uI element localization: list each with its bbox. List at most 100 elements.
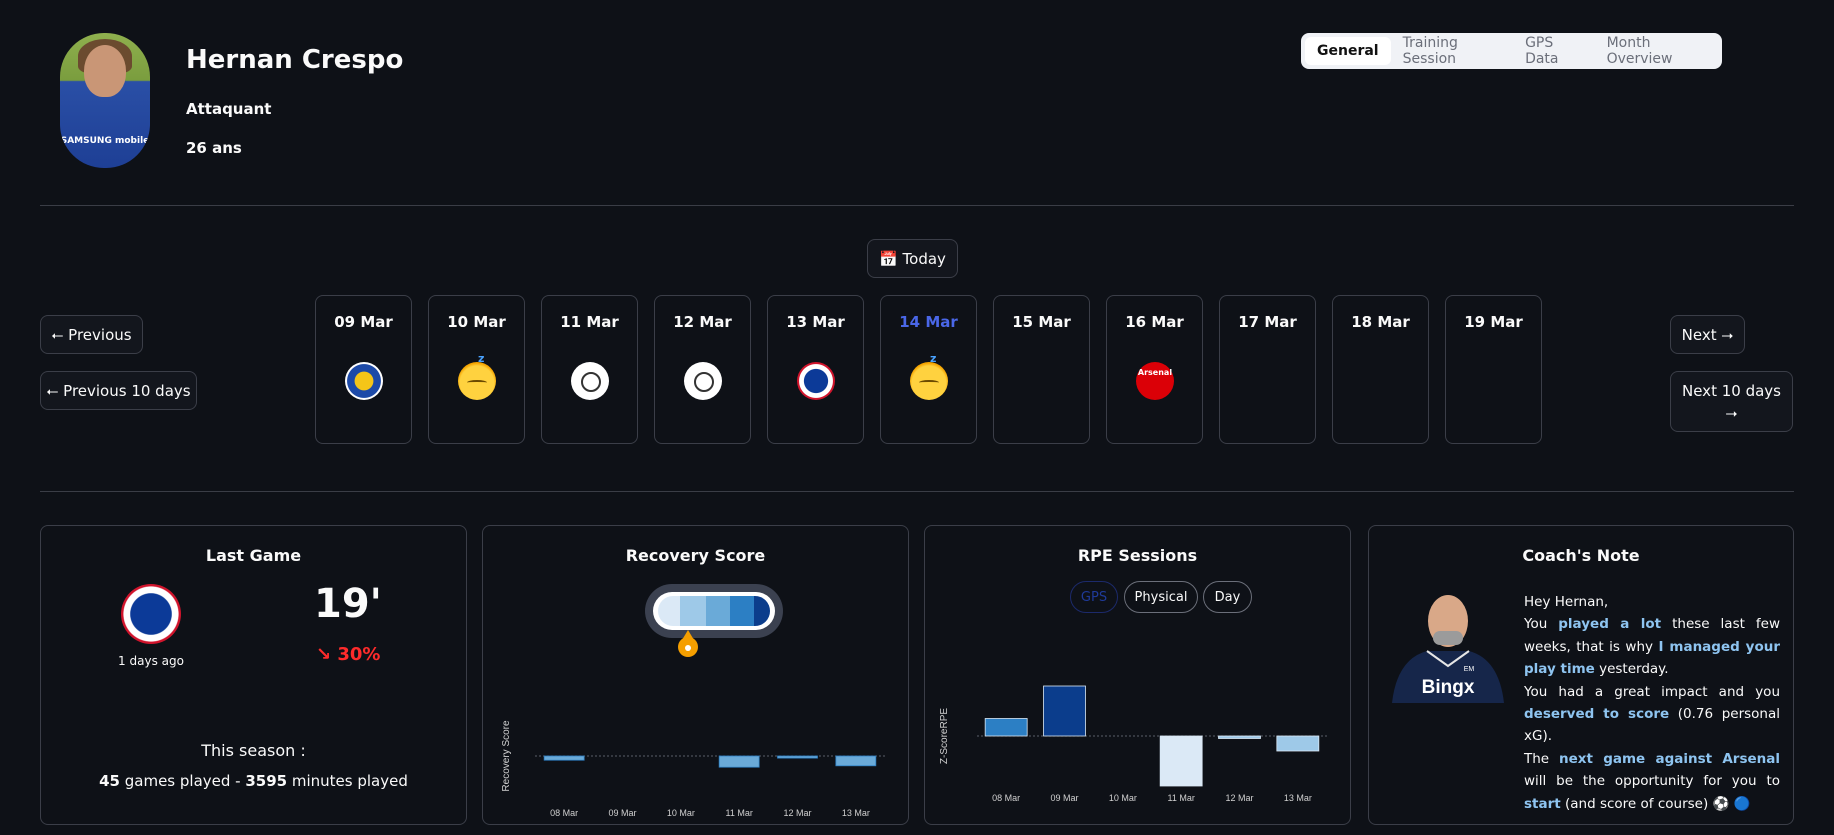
day-label: 09 Mar bbox=[334, 313, 393, 331]
coach-paragraph-1: You played a lot these last few weeks, t… bbox=[1524, 616, 1780, 678]
day-card[interactable]: 10 Mar z bbox=[428, 295, 525, 444]
day-card[interactable]: 19 Mar bbox=[1445, 295, 1542, 444]
coach-greeting: Hey Hernan, bbox=[1524, 594, 1609, 610]
bar bbox=[718, 755, 760, 768]
day-card[interactable]: 17 Mar bbox=[1219, 295, 1316, 444]
tab-general[interactable]: General bbox=[1305, 37, 1391, 65]
day-label: 14 Mar bbox=[899, 313, 958, 331]
toggle-day[interactable]: Day bbox=[1203, 581, 1252, 613]
tab-gps-data[interactable]: GPS Data bbox=[1525, 35, 1559, 67]
minutes-total: 3595 bbox=[245, 772, 288, 790]
recovery-score-card: Recovery Score Recovery Score 08 Mar 09 Ma… bbox=[482, 525, 909, 825]
coach-note-text: Hey Hernan, You played a lot these last … bbox=[1524, 591, 1780, 815]
day-label: 16 Mar bbox=[1125, 313, 1184, 331]
x-tick-label: 13 Mar bbox=[842, 808, 870, 818]
day-label: 10 Mar bbox=[447, 313, 506, 331]
previous-button[interactable]: ⭠ Previous bbox=[40, 315, 143, 354]
last-game-ago: 1 days ago bbox=[118, 654, 184, 668]
player-position: Attaquant bbox=[186, 100, 272, 118]
x-tick-label: 12 Mar bbox=[783, 808, 811, 818]
day-label: 18 Mar bbox=[1351, 313, 1410, 331]
coach-photo: Bingx EM bbox=[1392, 595, 1504, 703]
recovery-title: Recovery Score bbox=[625, 546, 766, 565]
bar bbox=[543, 755, 585, 761]
last-game-card: Last Game 1 days ago 19' ↘ 30% This seas… bbox=[40, 525, 467, 825]
coach-initials: EM bbox=[1464, 666, 1475, 673]
day-label: 12 Mar bbox=[673, 313, 732, 331]
recovery-gauge bbox=[645, 584, 783, 657]
day-card[interactable]: 12 Mar bbox=[654, 295, 751, 444]
divider bbox=[40, 491, 1794, 492]
tab-month-overview[interactable]: Month Overview bbox=[1606, 35, 1673, 67]
next-10-days-label: Next 10 days bbox=[1682, 381, 1781, 400]
y-axis-label: Z-ScoreRPE bbox=[939, 708, 950, 764]
sleeping-face-icon: z bbox=[910, 352, 948, 400]
x-tick-label: 10 Mar bbox=[667, 808, 695, 818]
bar bbox=[777, 755, 818, 759]
next-10-days-button[interactable]: Next 10 days ⭢ bbox=[1670, 371, 1793, 432]
next-button[interactable]: Next ⭢ bbox=[1670, 315, 1745, 354]
stopwatch-icon bbox=[684, 362, 722, 400]
arsenal-crest-icon: Arsenal bbox=[1136, 362, 1174, 400]
x-tick-label: 12 Mar bbox=[1225, 793, 1253, 803]
day-label: 15 Mar bbox=[1012, 313, 1071, 331]
minutes-text: minutes played bbox=[287, 772, 408, 790]
day-label: 19 Mar bbox=[1464, 313, 1523, 331]
games-text: games played - bbox=[119, 772, 246, 790]
season-label: This season : bbox=[201, 741, 306, 760]
x-tick-label: 08 Mar bbox=[992, 793, 1020, 803]
day-label: 17 Mar bbox=[1238, 313, 1297, 331]
season-stats: 45 games played - 3595 minutes played bbox=[41, 772, 466, 790]
x-tick-label: 10 Mar bbox=[1109, 793, 1137, 803]
today-button[interactable]: 📅 Today bbox=[867, 239, 958, 278]
last-game-title: Last Game bbox=[205, 546, 302, 565]
day-label: 13 Mar bbox=[786, 313, 845, 331]
games-count: 45 bbox=[99, 772, 120, 790]
player-name: Hernan Crespo bbox=[186, 45, 404, 75]
rpe-chart: Z-ScoreRPE 08 Mar 09 Mar 10 Mar 11 Mar 12 Mar… bbox=[939, 685, 1327, 803]
bar bbox=[835, 755, 877, 767]
toggle-physical[interactable]: Physical bbox=[1124, 581, 1198, 613]
y-axis-label: Recovery Score bbox=[501, 720, 512, 792]
coach-paragraph-3: The next game against Arsenal will be th… bbox=[1524, 750, 1780, 812]
rpe-sessions-card: RPE Sessions GPS Physical Day Z-ScoreRPE… bbox=[924, 525, 1351, 825]
tab-training-session[interactable]: Training Session bbox=[1402, 35, 1458, 67]
day-card[interactable]: 18 Mar bbox=[1332, 295, 1429, 444]
day-label: 11 Mar bbox=[560, 313, 619, 331]
player-photo: SAMSUNG mobile bbox=[60, 33, 150, 168]
shirt-sponsor: SAMSUNG mobile bbox=[60, 136, 150, 146]
coach-paragraph-2: You had a great impact and you deserved … bbox=[1524, 683, 1780, 745]
bar bbox=[1043, 685, 1086, 737]
player-age: 26 ans bbox=[186, 139, 242, 157]
coach-note-card: Coach's Note Bingx EM Hey Hernan, You pl… bbox=[1368, 525, 1794, 825]
arrow-right-icon: ⭢ bbox=[1725, 403, 1738, 422]
leicester-crest-icon bbox=[345, 362, 383, 400]
bar bbox=[984, 718, 1028, 737]
coach-brand: Bingx bbox=[1422, 677, 1475, 698]
x-tick-label: 09 Mar bbox=[1050, 793, 1078, 803]
rpe-title: RPE Sessions bbox=[1077, 546, 1198, 565]
copenhagen-crest-icon bbox=[121, 584, 181, 644]
divider bbox=[40, 205, 1794, 206]
day-card[interactable]: 16 Mar Arsenal bbox=[1106, 295, 1203, 444]
x-tick-label: 09 Mar bbox=[608, 808, 636, 818]
sleeping-face-icon: z bbox=[458, 352, 496, 400]
recovery-chart: Recovery Score 08 Mar 09 Mar 10 Mar 11 Mar 12… bbox=[501, 720, 885, 818]
day-card[interactable]: 14 Mar z bbox=[880, 295, 977, 444]
toggle-gps[interactable]: GPS bbox=[1070, 581, 1118, 613]
x-tick-label: 11 Mar bbox=[725, 808, 752, 818]
bar bbox=[1276, 735, 1320, 752]
day-card[interactable]: 13 Mar bbox=[767, 295, 864, 444]
day-card[interactable]: 09 Mar bbox=[315, 295, 412, 444]
minutes-played: 19' bbox=[314, 581, 382, 627]
x-tick-label: 11 Mar bbox=[1167, 793, 1194, 803]
tab-bar: General Training Session GPS Data Month … bbox=[1301, 33, 1722, 69]
bar bbox=[1159, 735, 1203, 787]
stopwatch-icon bbox=[571, 362, 609, 400]
day-card[interactable]: 15 Mar bbox=[993, 295, 1090, 444]
copenhagen-crest-icon bbox=[797, 362, 835, 400]
day-card[interactable]: 11 Mar bbox=[541, 295, 638, 444]
x-tick-label: 08 Mar bbox=[550, 808, 578, 818]
x-tick-label: 13 Mar bbox=[1284, 793, 1312, 803]
previous-10-days-button[interactable]: ⭠ Previous 10 days bbox=[40, 371, 197, 410]
